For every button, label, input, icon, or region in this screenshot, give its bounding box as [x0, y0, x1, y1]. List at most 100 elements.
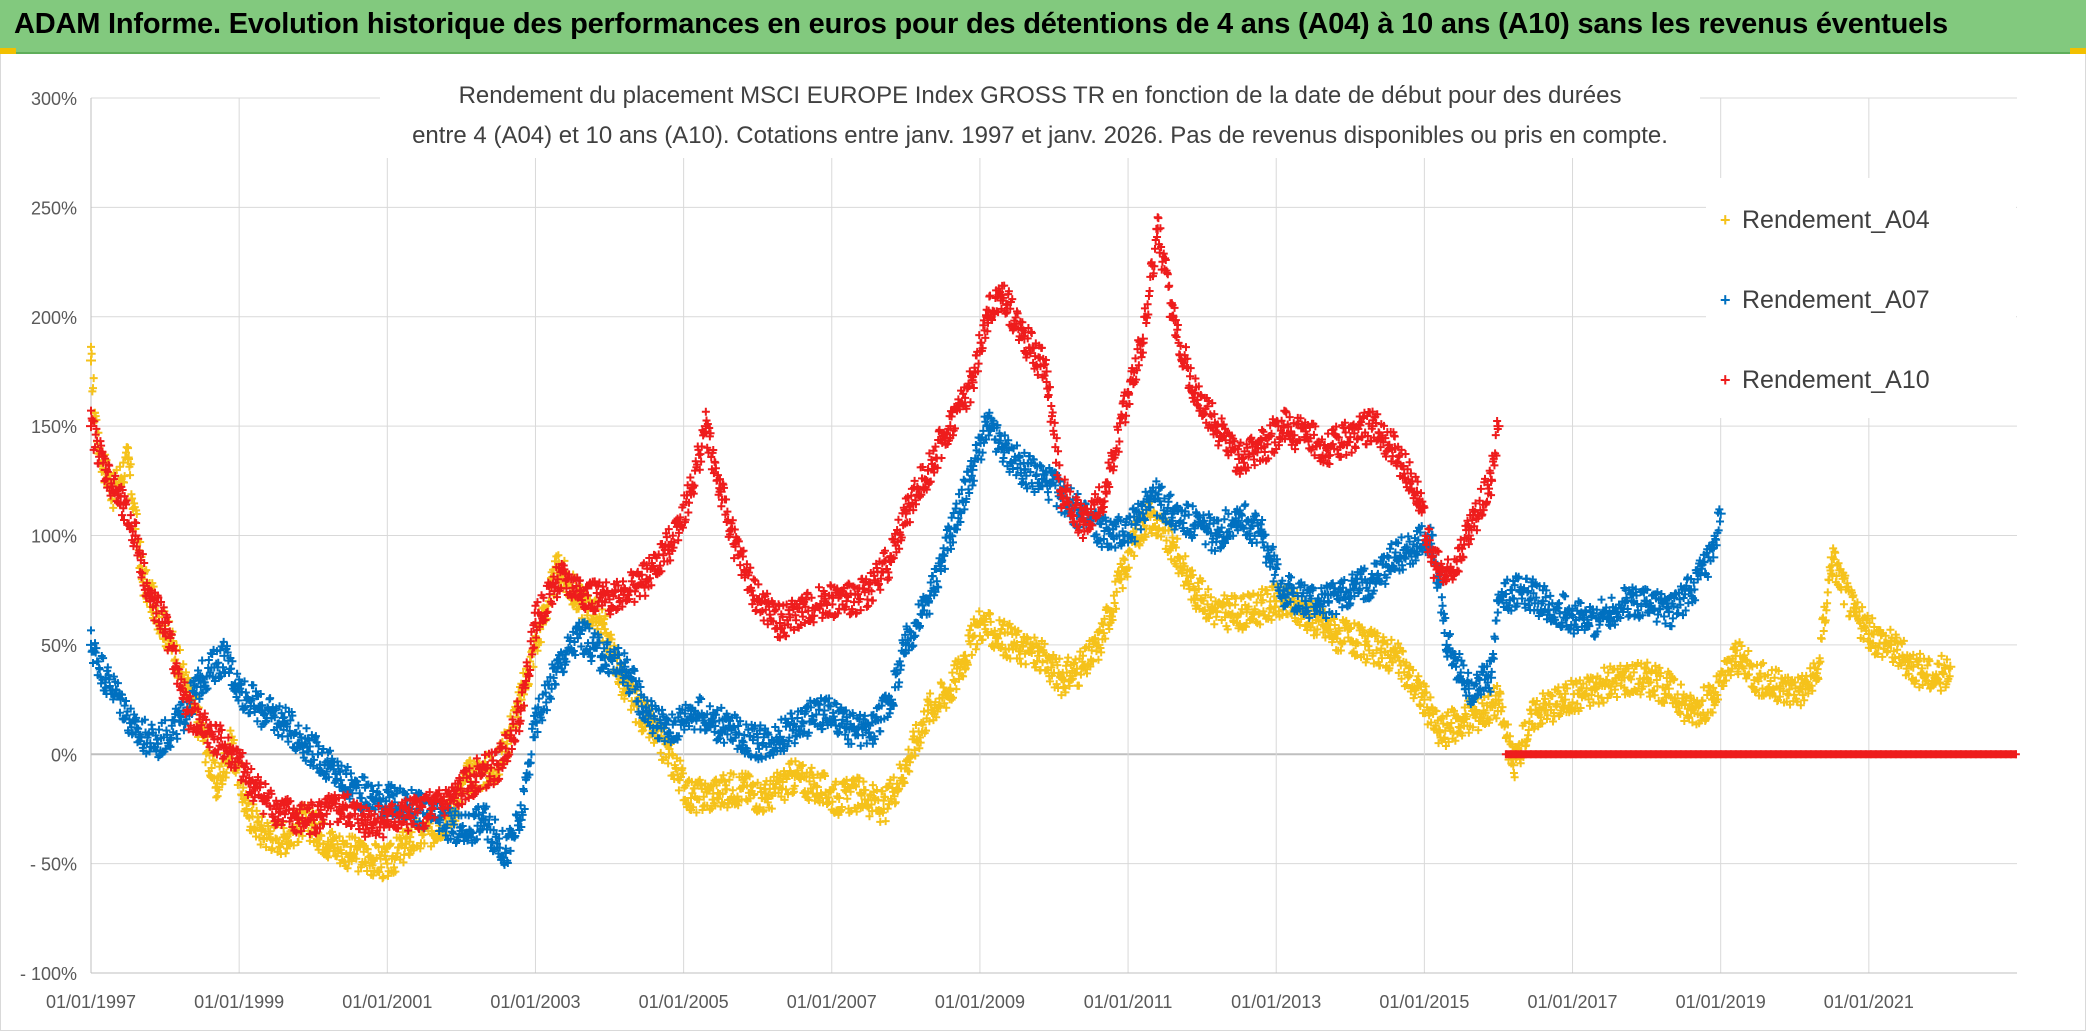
- scatter-point: [676, 756, 685, 765]
- scatter-point: [91, 639, 100, 648]
- scatter-point: [405, 850, 414, 859]
- scatter-point: [377, 863, 386, 872]
- scatter-point: [699, 792, 708, 801]
- scatter-point: [213, 792, 222, 801]
- scatter-point: [369, 871, 378, 880]
- scatter-point: [268, 844, 277, 853]
- scatter-point: [302, 724, 311, 733]
- scatter-point: [119, 458, 128, 467]
- scatter-point: [1105, 624, 1114, 633]
- scatter-point: [627, 705, 636, 714]
- scatter-point: [1600, 663, 1609, 672]
- data-point: [1508, 760, 1519, 771]
- scatter-point: [126, 460, 135, 469]
- scatter-point: [1404, 532, 1413, 541]
- scatter-point: [257, 821, 266, 830]
- scatter-point: [171, 655, 180, 664]
- scatter-point: [807, 763, 816, 772]
- scatter-point: [392, 852, 401, 861]
- scatter-point: [375, 868, 384, 877]
- scatter-point: [1438, 601, 1447, 610]
- y-tick-label: 50%: [41, 636, 77, 656]
- scatter-point: [1094, 655, 1103, 664]
- data-point: [1826, 552, 1837, 563]
- scatter-point: [1416, 702, 1425, 711]
- scatter-point: [1110, 598, 1119, 607]
- scatter-point: [289, 841, 298, 850]
- y-tick-label: - 100%: [20, 964, 77, 984]
- scatter-point: [695, 693, 704, 702]
- data-point: [834, 793, 845, 803]
- scatter-point: [366, 851, 375, 860]
- x-tick-label: 01/01/2007: [787, 992, 877, 1012]
- scatter-point: [1387, 540, 1396, 549]
- x-tick-label: 01/01/2011: [1084, 992, 1173, 1012]
- scatter-point: [282, 844, 291, 853]
- scatter-point: [1044, 495, 1053, 504]
- data-point: [1945, 661, 1956, 672]
- scatter-point: [1166, 490, 1175, 499]
- scatter-point: [252, 806, 261, 815]
- scatter-point: [536, 638, 545, 647]
- scatter-point: [607, 635, 616, 644]
- y-tick-label: 0%: [51, 745, 77, 765]
- scatter-point: [876, 727, 885, 736]
- scatter-point: [128, 494, 137, 503]
- x-tick-label: 01/01/2013: [1231, 992, 1321, 1012]
- scatter-point: [89, 374, 98, 383]
- scatter-point: [244, 799, 253, 808]
- scatter-point: [328, 827, 337, 836]
- banner-corner-right: [2070, 48, 2086, 54]
- scatter-point: [420, 839, 429, 848]
- scatter-point: [1823, 588, 1832, 597]
- scatter-point: [723, 803, 732, 812]
- scatter-point: [948, 668, 957, 677]
- scatter-point: [662, 753, 671, 762]
- axis-layer: 300%250%200%150%100%50%0%- 50%- 100%01/0…: [20, 89, 2017, 1012]
- scatter-point: [350, 849, 359, 858]
- scatter-point: [674, 786, 683, 795]
- scatter-point: [294, 837, 303, 846]
- scatter-point: [600, 625, 609, 634]
- scatter-point: [390, 863, 399, 872]
- scatter-point: [689, 803, 698, 812]
- scatter-point: [266, 827, 275, 836]
- scatter-point: [218, 780, 227, 789]
- scatter-point: [406, 833, 415, 842]
- scatter-point: [971, 645, 980, 654]
- title-banner: ADAM Informe. Evolution historique des p…: [0, 0, 2086, 54]
- scatter-point: [124, 444, 133, 453]
- scatter-point: [1120, 555, 1129, 564]
- scatter-point: [350, 833, 359, 842]
- scatter-point: [343, 864, 352, 873]
- scatter-point: [313, 750, 322, 759]
- scatter-point: [368, 861, 377, 870]
- scatter-point: [87, 342, 95, 351]
- scatter-point: [317, 831, 326, 840]
- scatter-point: [210, 758, 219, 767]
- scatter-point: [1819, 626, 1828, 635]
- scatter-point: [398, 828, 407, 837]
- scatter-point: [335, 832, 344, 841]
- scatter-point: [1817, 634, 1826, 643]
- scatter-point: [324, 853, 333, 862]
- x-tick-label: 01/01/2015: [1379, 992, 1469, 1012]
- scatter-point: [843, 794, 852, 803]
- scatter-point: [1064, 653, 1073, 662]
- scatter-point: [503, 739, 512, 748]
- page-title: ADAM Informe. Evolution historique des p…: [14, 8, 1948, 40]
- scatter-point: [1886, 625, 1895, 634]
- x-tick-label: 01/01/2001: [342, 992, 432, 1012]
- scatter-point: [895, 678, 904, 687]
- scatter-point: [664, 759, 673, 768]
- scatter-point: [881, 817, 890, 826]
- scatter-point: [149, 582, 158, 591]
- scatter-point: [402, 839, 411, 848]
- scatter-point: [620, 694, 629, 703]
- scatter-point: [466, 756, 475, 765]
- scatter-point: [710, 776, 719, 785]
- scatter-point: [87, 626, 95, 635]
- scatter-point: [711, 801, 720, 810]
- scatter-point: [305, 836, 314, 845]
- scatter-point: [425, 819, 434, 828]
